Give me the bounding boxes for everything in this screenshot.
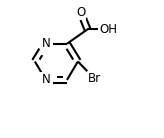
Text: OH: OH bbox=[99, 23, 117, 36]
Text: O: O bbox=[76, 6, 85, 19]
Text: N: N bbox=[41, 73, 50, 86]
Text: N: N bbox=[41, 37, 50, 50]
Text: Br: Br bbox=[88, 72, 101, 85]
